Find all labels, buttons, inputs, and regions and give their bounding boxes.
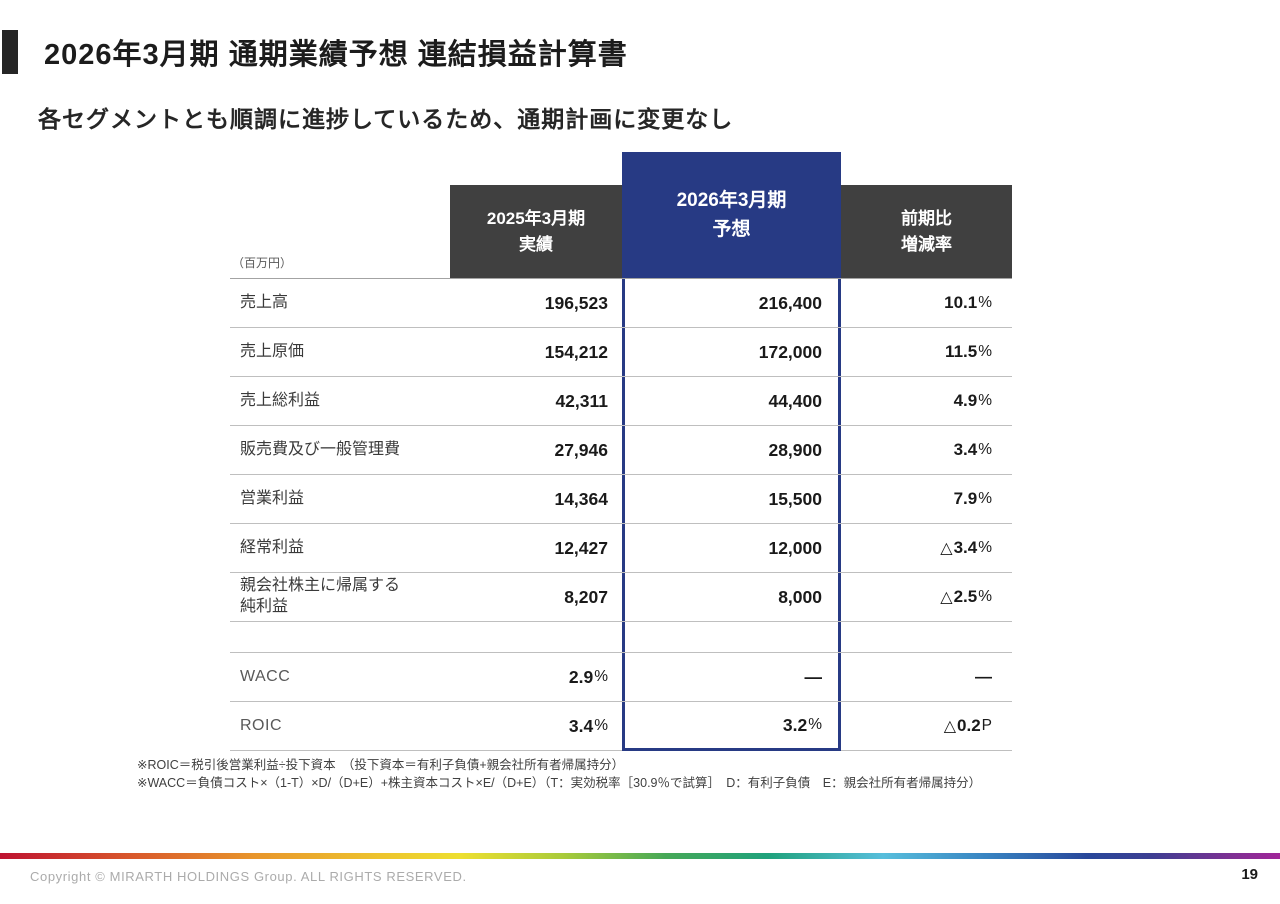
row-label: 親会社株主に帰属する 純利益: [240, 577, 401, 615]
yoy-value: △ 3.4%: [940, 538, 992, 557]
actual-value: 42,311: [555, 390, 608, 411]
column-header-actual-line2: 実績: [519, 234, 553, 254]
actual-value: 12,427: [554, 537, 608, 558]
table-row: ROIC 3.4% 3.2% △ 0.2 P: [230, 701, 1012, 751]
table-row: 売上原価 154,212 172,000 11.5%: [230, 327, 1012, 376]
pl-forecast-table: （百万円） 2025年3月期 実績 2026年3月期 予想 前期比 増減率 売上…: [230, 152, 1012, 751]
row-label: ROIC: [240, 716, 282, 734]
yoy-value: 7.9%: [953, 489, 992, 508]
row-label: 経常利益: [240, 538, 305, 556]
column-header-yoy-line2: 増減率: [901, 234, 952, 254]
table-row: WACC 2.9% — —: [230, 652, 1012, 701]
actual-value: 154,212: [544, 341, 608, 362]
actual-value: 196,523: [544, 292, 608, 313]
row-label: 売上高: [240, 293, 289, 311]
column-header-forecast-line2: 予想: [712, 219, 751, 240]
column-header-forecast: 2026年3月期 予想: [622, 152, 841, 278]
footnote-roic: ※ROIC＝税引後営業利益÷投下資本 （投下資本＝有利子負債+親会社所有者帰属持…: [137, 758, 625, 772]
forecast-value: 15,500: [622, 475, 841, 523]
table-row: 売上高 196,523 216,400 10.1%: [230, 278, 1012, 327]
slide-subtitle: 各セグメントとも順調に進捗しているため、通期計画に変更なし: [38, 106, 734, 132]
column-header-yoy: 前期比 増減率: [841, 185, 1012, 278]
empty-cell: [230, 622, 450, 652]
actual-value: 8,207: [564, 586, 608, 607]
rainbow-divider: [0, 853, 1280, 859]
yoy-value: 10.1%: [944, 293, 992, 312]
copyright-text: Copyright © MIRARTH HOLDINGS Group. ALL …: [30, 869, 467, 884]
yoy-value: 4.9%: [953, 391, 992, 410]
empty-cell: [450, 622, 622, 652]
table-body: 売上高 196,523 216,400 10.1% 売上原価 154,212 172,000…: [230, 278, 1012, 751]
page-number: 19: [1241, 866, 1258, 883]
page-title: 2026年3月期 通期業績予想 連結損益計算書: [44, 39, 628, 71]
yoy-value: 11.5%: [945, 342, 992, 361]
empty-cell: [841, 622, 1012, 652]
actual-value: 14,364: [554, 488, 608, 509]
table-row: 営業利益 14,364 15,500 7.9%: [230, 474, 1012, 523]
forecast-value: 8,000: [622, 573, 841, 621]
spacer-row: [230, 621, 1012, 652]
actual-value: 3.4%: [568, 715, 608, 736]
forecast-value: 44,400: [622, 377, 841, 425]
title-marker: [2, 30, 18, 74]
footnotes: ※ROIC＝税引後営業利益÷投下資本 （投下資本＝有利子負債+親会社所有者帰属持…: [137, 757, 981, 792]
forecast-value: 3.2%: [622, 702, 841, 751]
yoy-value: —: [975, 667, 992, 686]
forecast-value: 172,000: [622, 328, 841, 376]
table-row: 親会社株主に帰属する 純利益 8,207 8,000 △ 2.5%: [230, 572, 1012, 621]
actual-value: 27,946: [554, 439, 608, 460]
footnote-wacc: ※WACC＝負債コスト×（1-T）×D/（D+E）+株主資本コスト×E/（D+E…: [137, 775, 982, 790]
empty-cell: [622, 622, 841, 652]
table-header: （百万円） 2025年3月期 実績 2026年3月期 予想 前期比 増減率: [230, 152, 1012, 278]
table-row: 経常利益 12,427 12,000 △ 3.4%: [230, 523, 1012, 572]
column-header-yoy-line1: 前期比: [901, 209, 952, 228]
row-label: 販売費及び一般管理費: [240, 440, 401, 458]
yoy-value: 3.4%: [953, 440, 992, 459]
actual-value: 2.9%: [568, 666, 608, 687]
forecast-value: —: [622, 653, 841, 701]
table-row: 売上総利益 42,311 44,400 4.9%: [230, 376, 1012, 425]
column-header-actual-line1: 2025年3月期: [486, 209, 586, 228]
row-label: 営業利益: [240, 489, 305, 507]
row-label: 売上原価: [240, 342, 305, 360]
row-label: WACC: [240, 667, 291, 685]
yoy-value: △ 0.2 P: [943, 716, 992, 735]
forecast-value: 216,400: [622, 279, 841, 327]
forecast-value: 28,900: [622, 426, 841, 474]
forecast-value: 12,000: [622, 524, 841, 572]
column-header-actual: 2025年3月期 実績: [450, 185, 622, 278]
column-header-forecast-line1: 2026年3月期: [676, 189, 787, 211]
table-row: 販売費及び一般管理費 27,946 28,900 3.4%: [230, 425, 1012, 474]
row-label: 売上総利益: [240, 391, 321, 409]
yoy-value: △ 2.5%: [940, 587, 992, 606]
unit-label: （百万円）: [232, 256, 293, 270]
